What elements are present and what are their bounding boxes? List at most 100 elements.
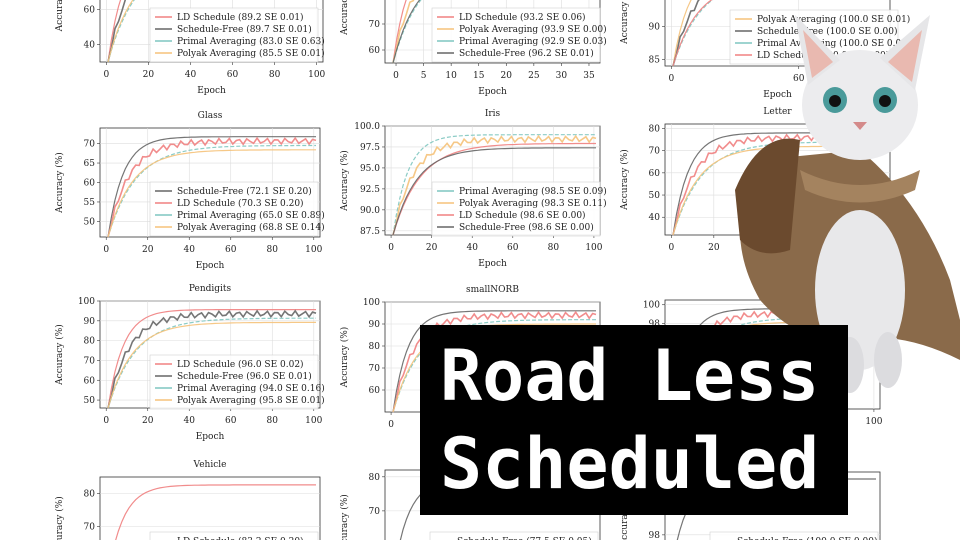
legend-label: Polyak Averaging (95.8 SE 0.01) xyxy=(177,395,325,406)
legend-label: LD Schedule (89.2 SE 0.01) xyxy=(177,12,304,23)
y-axis-label: Accuracy (%) xyxy=(619,0,630,45)
y-tick-label: 70 xyxy=(369,364,381,374)
x-tick-label: 0 xyxy=(669,74,675,84)
x-tick-label: 15 xyxy=(473,71,485,81)
x-tick-label: 40 xyxy=(466,243,478,253)
y-tick-label: 90 xyxy=(84,317,96,327)
legend-label: Polyak Averaging (85.5 SE 0.01) xyxy=(177,48,325,59)
x-tick-label: 60 xyxy=(225,416,237,426)
legend-label: Primal Averaging (94.0 SE 0.16) xyxy=(177,383,325,394)
y-tick-label: 80 xyxy=(84,337,96,347)
curve xyxy=(672,0,713,67)
y-tick-label: 50 xyxy=(649,191,661,201)
legend-label: Polyak Averaging (68.8 SE 0.14) xyxy=(177,222,325,233)
legend-label: Polyak Averaging (100.0 SE 0.01) xyxy=(757,14,910,25)
cat-pupil xyxy=(879,95,891,107)
legend-label: Schedule-Free (89.7 SE 0.01) xyxy=(177,24,312,35)
x-tick-label: 0 xyxy=(103,245,109,255)
y-tick-label: 55 xyxy=(84,198,96,208)
legend-label: LD Schedule (96.0 SE 0.02) xyxy=(177,359,304,370)
legend-label: Schedule-Free (77.5 SE 0.05) xyxy=(457,536,592,540)
y-tick-label: 87.5 xyxy=(360,227,380,237)
x-tick-label: 60 xyxy=(225,245,237,255)
legend-box xyxy=(149,7,319,63)
x-tick-label: 0 xyxy=(388,420,394,430)
panel-title: Vehicle xyxy=(193,460,227,470)
y-axis-label: Accuracy (%) xyxy=(619,149,630,211)
y-axis-label: Accuracy (%) xyxy=(339,327,350,389)
y-tick-label: 70 xyxy=(84,523,96,533)
y-axis-label: Accuracy (%) xyxy=(54,152,65,214)
legend-label: Primal Averaging (100.0 SE 0.00) xyxy=(757,38,910,49)
x-tick-label: 25 xyxy=(528,71,540,81)
legend-label: Polyak Averaging (98.3 SE 0.11) xyxy=(459,198,607,209)
y-tick-label: 90 xyxy=(649,23,661,33)
axes-frame xyxy=(99,476,321,540)
y-tick-label: 70 xyxy=(649,147,661,157)
curve xyxy=(392,142,596,236)
curve xyxy=(107,309,316,409)
y-tick-label: 98 xyxy=(649,531,661,540)
legend-label: LD Schedule (70.3 SE 0.20) xyxy=(177,198,304,209)
legend-label: Primal Averaging (92.9 SE 0.03) xyxy=(459,36,607,47)
legend-label: LD Schedule (93.2 SE 0.06) xyxy=(459,12,586,23)
x-tick-label: 100 xyxy=(865,417,882,427)
x-tick-label: 80 xyxy=(267,416,279,426)
x-tick-label: 20 xyxy=(142,245,154,255)
x-tick-label: 20 xyxy=(708,243,720,253)
curve xyxy=(107,144,316,238)
y-tick-label: 100 xyxy=(643,301,660,311)
curve xyxy=(107,317,316,409)
cat-pupil xyxy=(829,95,841,107)
curve xyxy=(107,321,316,409)
x-tick-label: 80 xyxy=(267,245,279,255)
legend-label: Primal Averaging (65.0 SE 0.89) xyxy=(177,210,325,221)
panel: 70 80 Vehicle Accuracy (%) LD Schedule (83.2… xyxy=(54,460,321,540)
y-tick-label: 70 xyxy=(369,507,381,517)
x-tick-label: 20 xyxy=(142,416,154,426)
y-axis-label: Accuracy (%) xyxy=(339,494,350,540)
y-tick-label: 97.5 xyxy=(360,143,380,153)
y-tick-label: 98 xyxy=(649,320,661,330)
y-tick-label: 50 xyxy=(84,217,96,227)
y-tick-label: 60 xyxy=(649,169,661,179)
y-tick-label: 60 xyxy=(369,386,381,396)
y-tick-label: 90 xyxy=(369,320,381,330)
legend-box xyxy=(431,181,601,237)
legend-label: Schedule-Free (98.6 SE 0.00) xyxy=(459,222,594,233)
y-tick-label: 100 xyxy=(363,298,380,308)
y-tick-label: 85 xyxy=(649,55,661,65)
legend-label: Primal Averaging (83.0 SE 0.63) xyxy=(177,36,325,47)
x-axis-label: Epoch xyxy=(763,90,792,100)
x-axis-label: Epoch xyxy=(196,261,225,271)
x-tick-label: 100 xyxy=(305,416,322,426)
y-tick-label: 80 xyxy=(369,342,381,352)
y-tick-label: 60 xyxy=(84,376,96,386)
curve xyxy=(392,134,597,236)
y-tick-label: 95.0 xyxy=(360,164,380,174)
y-tick-label: 80 xyxy=(649,124,661,134)
cat-ear-inner xyxy=(803,30,833,78)
cloak-collar xyxy=(800,170,920,203)
legend-label: Schedule-Free (96.0 SE 0.01) xyxy=(177,371,312,382)
legend-label: LD Schedule (98.6 SE 0.00) xyxy=(459,210,586,221)
y-axis-label: Accuracy (%) xyxy=(339,0,350,36)
x-tick-label: 0 xyxy=(393,71,399,81)
legend-label: Schedule-Free (100.0 SE 0.00) xyxy=(737,536,877,540)
cat-leg xyxy=(874,332,902,388)
y-tick-label: 60 xyxy=(84,6,96,16)
x-axis-label: Epoch xyxy=(478,87,507,97)
legend-box xyxy=(149,181,319,237)
legend-label: Primal Averaging (98.5 SE 0.09) xyxy=(459,186,607,197)
x-tick-label: 40 xyxy=(184,245,196,255)
panel-title: smallNORB xyxy=(466,285,519,295)
basket xyxy=(735,138,800,254)
y-tick-label: 40 xyxy=(649,213,661,223)
y-axis-label: Accuracy (%) xyxy=(339,150,350,212)
x-tick-label: 0 xyxy=(103,416,109,426)
panel: 50 60 70 80 90 100 0 20 40 60 80 100 Pendigits Epoch A… xyxy=(54,284,325,442)
curve xyxy=(392,310,596,413)
y-tick-label: 80 xyxy=(84,490,96,500)
legend-label: Polyak Averaging (93.9 SE 0.00) xyxy=(459,24,607,35)
